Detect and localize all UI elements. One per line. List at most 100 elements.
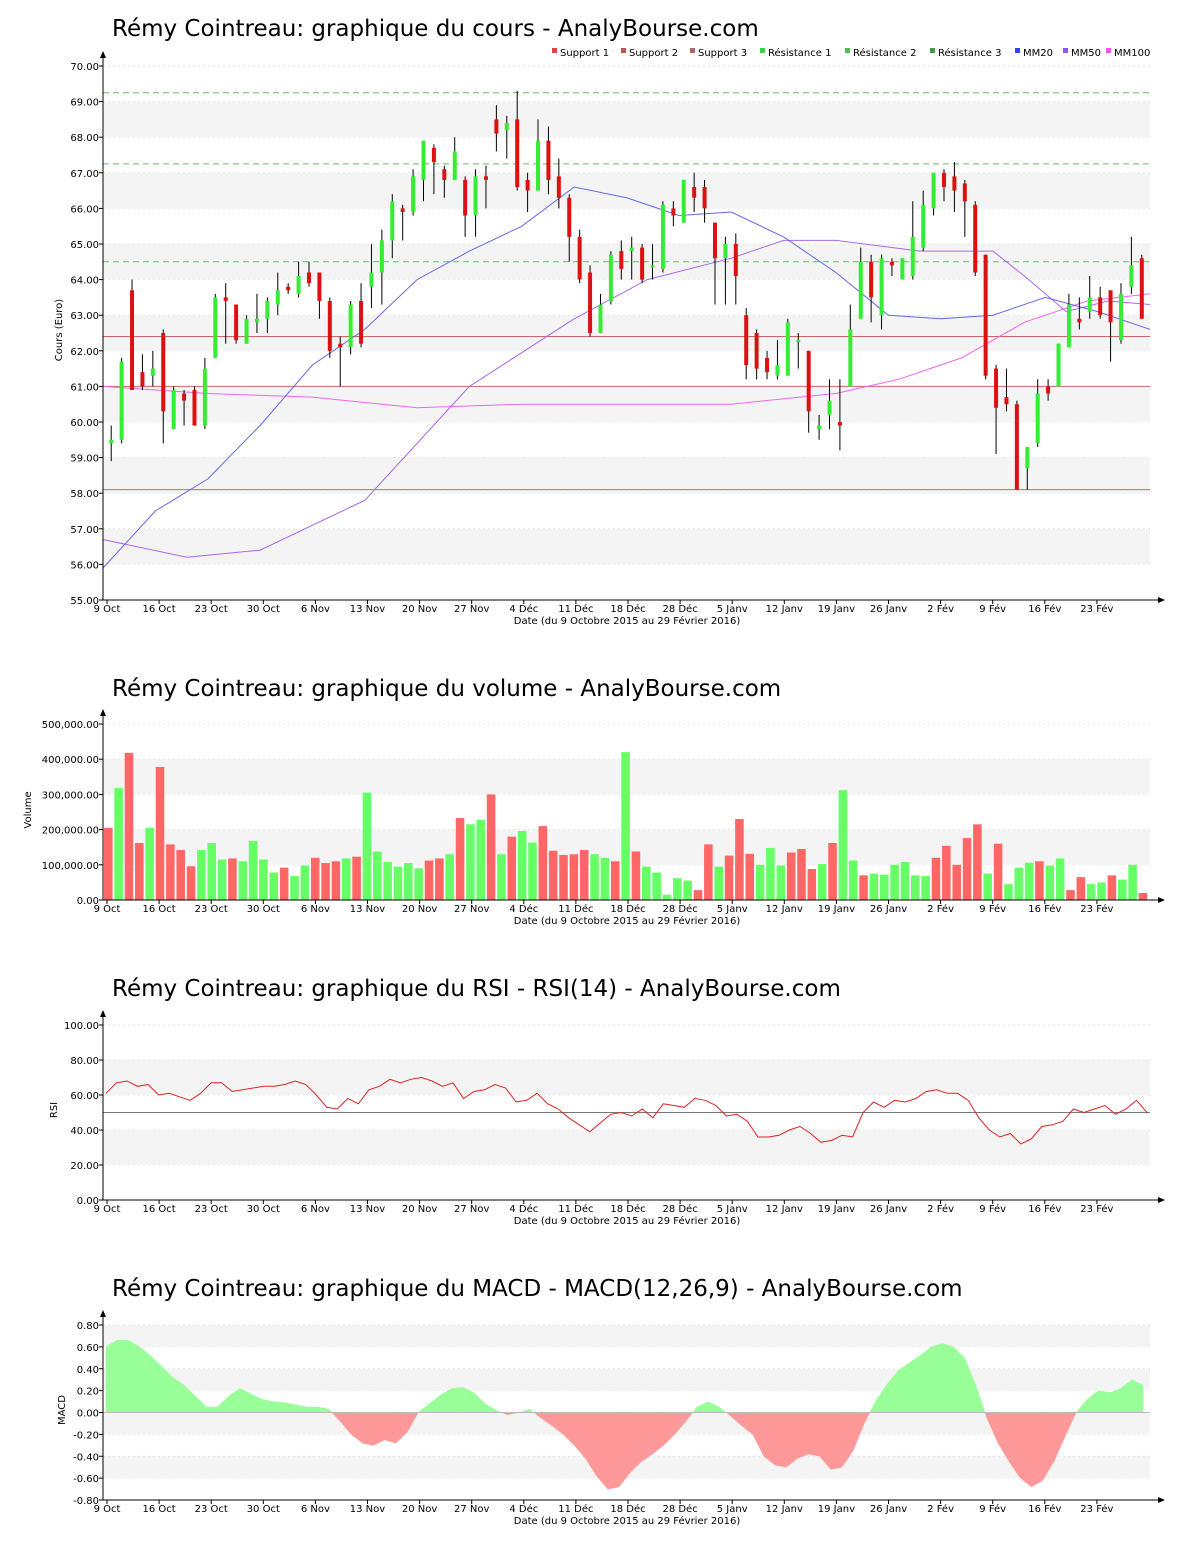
volume-bar xyxy=(217,859,227,900)
volume-bar xyxy=(838,790,848,900)
candle-body xyxy=(1004,397,1009,405)
candle xyxy=(681,179,686,223)
rsi-chart-title: Rémy Cointreau: graphique du RSI - RSI(1… xyxy=(112,976,841,1002)
candle-body xyxy=(962,183,967,202)
macd-area-segment xyxy=(217,1395,229,1413)
x-tick-label: 26 Janv xyxy=(870,1504,907,1515)
candle-body xyxy=(306,272,311,284)
volume-bar xyxy=(662,894,672,900)
volume-bar xyxy=(817,864,827,900)
volume-bar xyxy=(497,854,506,900)
candle-body xyxy=(192,389,197,426)
y-tick-label: 0.00 xyxy=(77,1196,99,1207)
candle-body xyxy=(671,208,676,216)
x-tick-label: 12 Janv xyxy=(766,1504,803,1515)
macd-area-segment xyxy=(640,1412,653,1463)
candle xyxy=(567,194,572,262)
y-tick-label: 0.40 xyxy=(77,1365,99,1376)
volume-bar xyxy=(993,843,1003,900)
candle-body xyxy=(629,247,634,252)
volume-bar xyxy=(310,857,320,900)
macd-area-segment xyxy=(607,1412,620,1490)
rsi-y-axis-label: RSI xyxy=(49,1102,60,1118)
volume-bar xyxy=(383,861,392,900)
x-tick-label: 6 Nov xyxy=(301,604,330,615)
macd-area-segment xyxy=(384,1412,397,1444)
candle xyxy=(952,162,957,212)
candle-body xyxy=(702,187,707,209)
candle xyxy=(598,293,603,333)
volume-bar xyxy=(900,861,910,900)
volume-bar xyxy=(238,861,248,900)
candle-body xyxy=(390,201,395,241)
y-tick-label: -0.20 xyxy=(73,1430,99,1441)
candle-body xyxy=(400,208,405,212)
legend-label: Support 2 xyxy=(629,48,678,59)
x-tick-label: 12 Janv xyxy=(766,1204,803,1215)
candle xyxy=(931,172,936,216)
macd-area-segment xyxy=(351,1412,363,1444)
x-tick-label: 23 Oct xyxy=(195,904,228,915)
candle xyxy=(1118,283,1123,344)
candle-body xyxy=(369,272,374,287)
plot-band xyxy=(103,1325,1150,1347)
candle-body xyxy=(754,333,759,369)
volume-bar xyxy=(590,854,599,900)
legend-label: Support 1 xyxy=(560,48,609,59)
candle-body xyxy=(598,304,603,333)
candle xyxy=(869,254,874,323)
candle-body xyxy=(119,361,124,440)
x-tick-label: 26 Janv xyxy=(870,604,907,615)
legend-swatch xyxy=(1063,48,1068,53)
candle xyxy=(973,201,978,277)
volume-bar xyxy=(279,867,289,900)
candle xyxy=(379,229,384,305)
x-tick-label: 13 Nov xyxy=(350,1204,386,1215)
x-tick-label: 30 Oct xyxy=(247,904,280,915)
candle-body xyxy=(775,365,780,376)
candle-body xyxy=(952,176,957,191)
rsi-line xyxy=(105,1076,1148,1145)
volume-bar xyxy=(300,865,310,900)
macd-area-segment xyxy=(1031,1412,1043,1488)
x-tick-label: 30 Oct xyxy=(247,1504,280,1515)
candle xyxy=(213,293,218,358)
candle-body xyxy=(254,318,259,323)
candle-body xyxy=(379,240,384,273)
volume-bar xyxy=(693,890,703,900)
legend-label: MM100 xyxy=(1114,48,1150,59)
x-tick-label: 27 Nov xyxy=(454,604,490,615)
plot-band xyxy=(103,528,1150,565)
y-tick-label: 100.00 xyxy=(64,1021,99,1032)
macd-area-segment xyxy=(440,1388,452,1413)
volume-bar xyxy=(404,863,413,900)
candle xyxy=(744,308,749,380)
candle xyxy=(182,389,187,426)
x-tick-label: 26 Janv xyxy=(870,1204,907,1215)
x-tick-label: 5 Janv xyxy=(717,604,748,615)
candle-body xyxy=(483,176,488,180)
candle xyxy=(765,350,770,380)
x-tick-label: 2 Fév xyxy=(927,1503,954,1515)
candle-body xyxy=(879,258,884,316)
candle xyxy=(317,272,322,319)
price-y-axis-label: Cours (Euro) xyxy=(54,299,65,362)
y-tick-label: 200,000.00 xyxy=(42,826,99,837)
macd-area-segment xyxy=(692,1406,698,1413)
volume-bar xyxy=(610,861,620,900)
x-tick-label: 18 Déc xyxy=(610,603,645,615)
candle-body xyxy=(858,261,863,319)
candle-body xyxy=(910,236,915,277)
y-tick-label: 40.00 xyxy=(70,1126,99,1137)
volume-x-axis-label: Date (du 9 Octobre 2015 au 29 Février 20… xyxy=(514,915,741,927)
candle xyxy=(234,304,239,344)
y-tick-label: -0.40 xyxy=(73,1452,99,1463)
candle xyxy=(130,279,135,390)
legend-swatch xyxy=(930,48,935,53)
volume-bar xyxy=(486,794,496,900)
candle xyxy=(286,283,291,294)
x-tick-label: 28 Déc xyxy=(662,1503,697,1515)
x-tick-label: 23 Fév xyxy=(1080,903,1113,915)
